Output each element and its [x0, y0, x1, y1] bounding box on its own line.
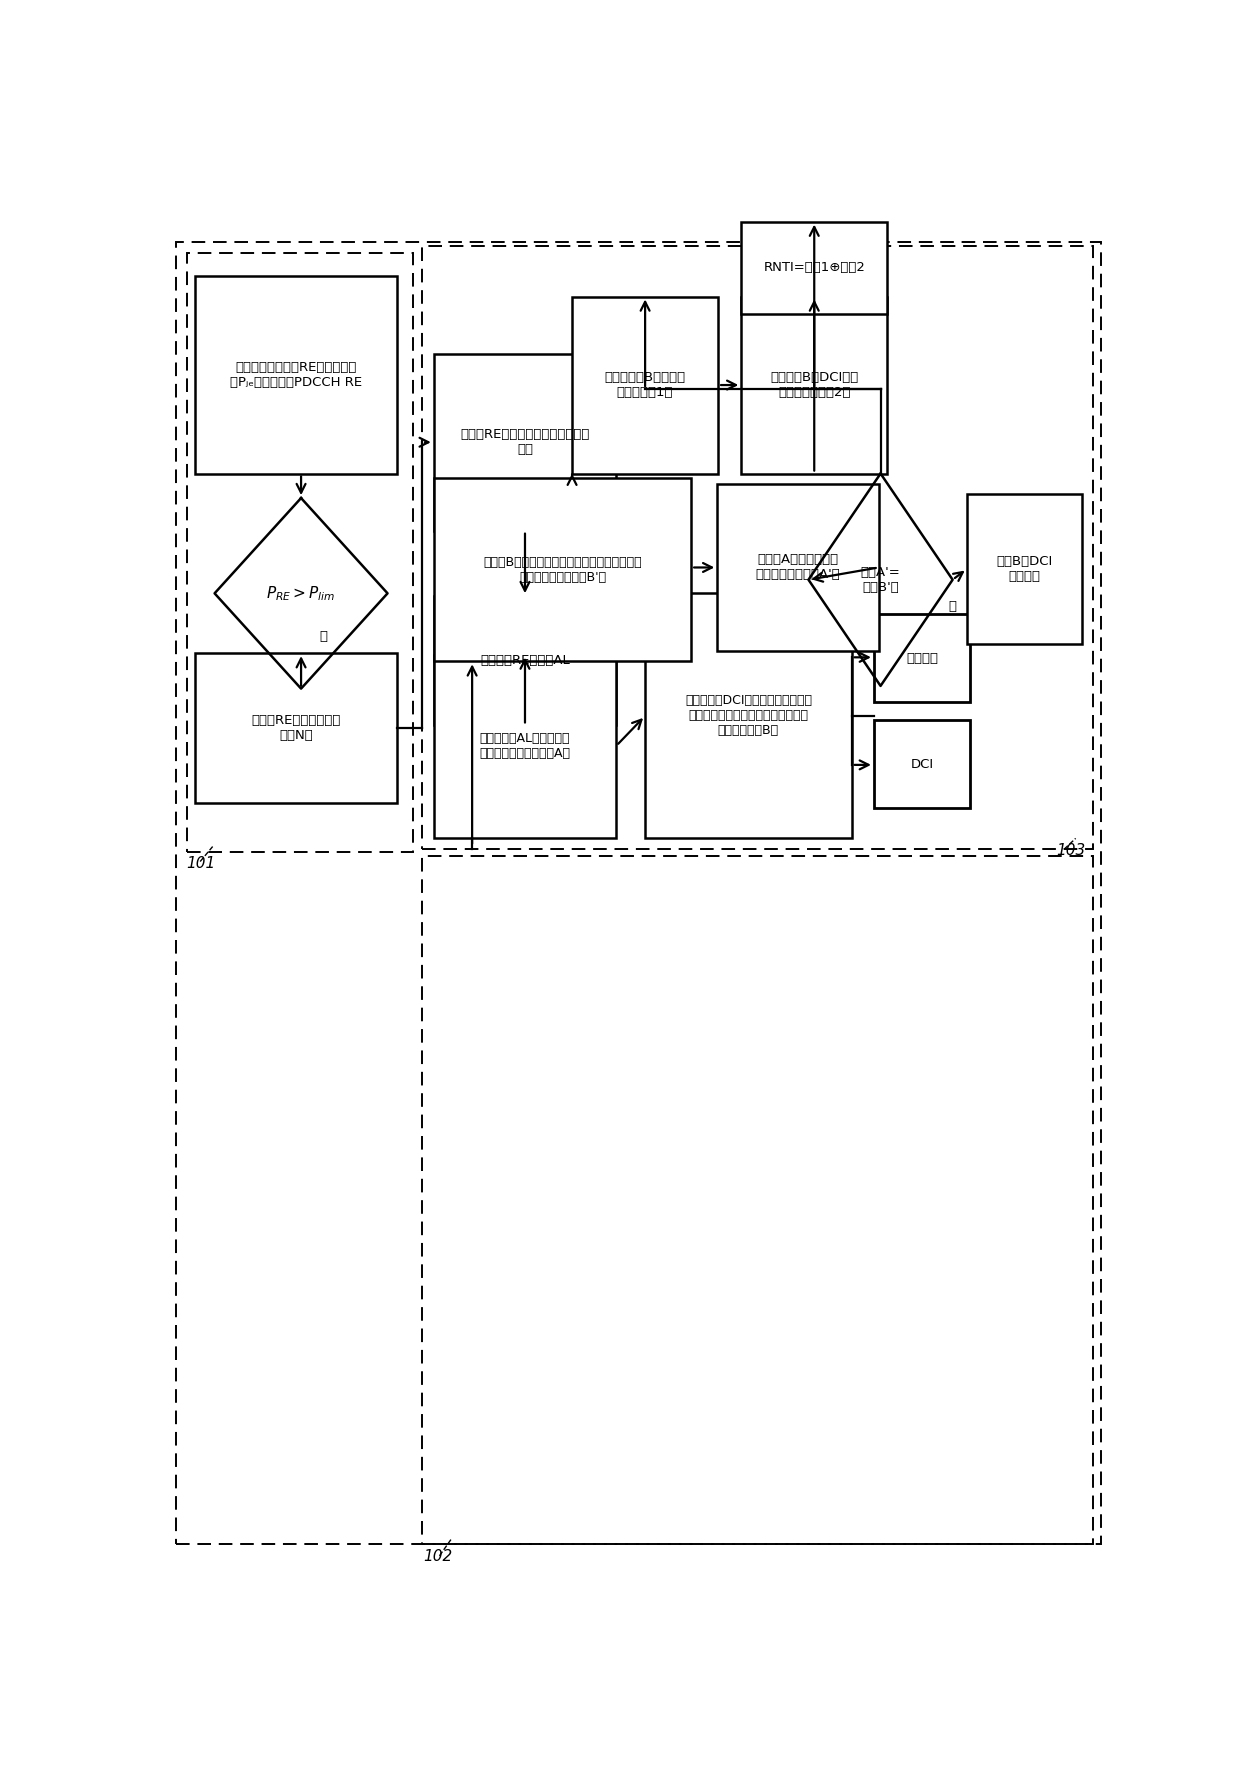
Text: 对每组RE，进行信道均衡、解调、
解扰: 对每组RE，进行信道均衡、解调、 解扰	[460, 428, 590, 456]
FancyBboxPatch shape	[434, 354, 616, 530]
FancyBboxPatch shape	[434, 596, 616, 725]
Text: $P_{RE}>P_{lim}$: $P_{RE}>P_{lim}$	[267, 583, 336, 603]
FancyBboxPatch shape	[742, 221, 888, 315]
Text: 确定每组RE可能的AL: 确定每组RE可能的AL	[480, 654, 570, 667]
FancyBboxPatch shape	[874, 720, 970, 808]
Text: 校验比特: 校验比特	[906, 651, 937, 665]
Text: 102: 102	[423, 1549, 453, 1565]
Text: 根据数据B的DCI计算
校验比特（校验2）: 根据数据B的DCI计算 校验比特（校验2）	[770, 371, 858, 400]
FancyBboxPatch shape	[196, 652, 397, 803]
Text: 将连续RE归为一组，假
设有N组: 将连续RE归为一组，假 设有N组	[252, 714, 341, 743]
Text: 101: 101	[187, 856, 216, 872]
Text: DCI: DCI	[910, 758, 934, 771]
Text: 数据B的DCI
是正确的: 数据B的DCI 是正确的	[997, 555, 1053, 583]
FancyBboxPatch shape	[434, 477, 691, 661]
Text: 根据不同的DCI类型，相应地执行速
率去匹配和卷积解码，得到解码的信
息比特（数据B）: 根据不同的DCI类型，相应地执行速 率去匹配和卷积解码，得到解码的信 息比特（数…	[684, 695, 812, 737]
Text: RNTI=校验1⊕校验2: RNTI=校验1⊕校验2	[764, 262, 866, 274]
FancyBboxPatch shape	[434, 654, 616, 838]
FancyBboxPatch shape	[742, 297, 888, 474]
Text: 103: 103	[1056, 843, 1086, 857]
Text: 测量下行子帧各个RE的功率电平
（Pⱼₑ），以检测PDCCH RE: 测量下行子帧各个RE的功率电平 （Pⱼₑ），以检测PDCCH RE	[231, 361, 362, 389]
FancyBboxPatch shape	[874, 613, 970, 702]
Text: 对数据A执行硬判决，
得到硬比特（数据A'）: 对数据A执行硬判决， 得到硬比特（数据A'）	[755, 553, 841, 582]
FancyBboxPatch shape	[645, 594, 852, 838]
FancyBboxPatch shape	[572, 297, 718, 474]
Text: 是: 是	[319, 631, 327, 644]
Text: 对数据B执行咬尾卷积编码和速率匹配，得到重
新编码的数据（数据B'）: 对数据B执行咬尾卷积编码和速率匹配，得到重 新编码的数据（数据B'）	[484, 555, 642, 583]
Text: 根据可能的AL提取数据并
得到软比特数据（数据A）: 根据可能的AL提取数据并 得到软比特数据（数据A）	[480, 732, 570, 760]
FancyBboxPatch shape	[717, 484, 879, 651]
Text: 直接从数据B得到校验
比特（校验1）: 直接从数据B得到校验 比特（校验1）	[605, 371, 686, 400]
FancyBboxPatch shape	[196, 276, 397, 474]
FancyBboxPatch shape	[967, 493, 1083, 644]
Text: 数据A'=
数据B'？: 数据A'= 数据B'？	[861, 566, 900, 594]
Text: 是: 是	[949, 601, 956, 613]
